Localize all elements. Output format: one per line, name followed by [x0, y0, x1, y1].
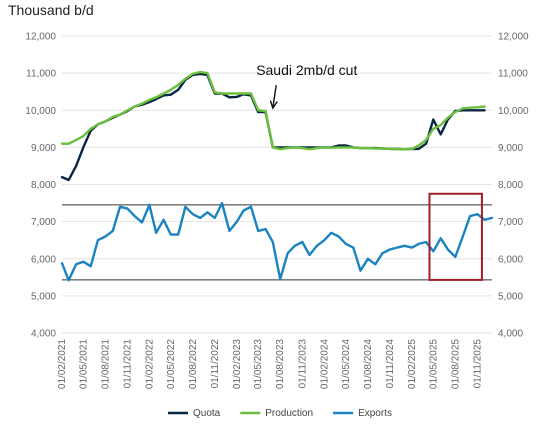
y-tick-label: 8,000 [31, 180, 56, 191]
y-tick-label: 7,000 [31, 217, 56, 228]
y-tick-label-right: 4,000 [498, 329, 523, 340]
y-tick-label-right: 8,000 [498, 180, 523, 191]
y-axis-unit-label: Thousand b/d [8, 2, 94, 18]
x-tick-label: 01/11/2025 [472, 339, 483, 389]
x-tick-label: 01/02/2023 [232, 339, 243, 389]
series-lines [60, 70, 494, 282]
annotation-arrowhead [269, 100, 278, 110]
y-tick-label-right: 10,000 [498, 106, 529, 117]
x-tick-label: 01/02/2025 [407, 339, 418, 389]
series-line-quota [60, 72, 486, 182]
y-tick-label: 9,000 [31, 143, 56, 154]
x-tick-label: 01/08/2023 [275, 339, 286, 389]
x-tick-label: 01/05/2022 [166, 339, 177, 389]
x-tick-label: 01/08/2024 [363, 339, 374, 389]
x-tick-label: 01/02/2024 [319, 339, 330, 389]
annotation-arrow-line [272, 85, 277, 109]
highlight-box [428, 192, 483, 281]
series-line-exports [60, 201, 494, 282]
x-tick-label: 01/11/2022 [210, 339, 221, 389]
legend-label-exports: Exports [358, 408, 392, 419]
x-tick-label: 01/05/2021 [78, 339, 89, 389]
y-tick-label: 5,000 [31, 291, 56, 302]
y-axis-right-ticks: 4,000 5,000 6,000 7,000 8,000 9,000 10,000 11,0… [498, 32, 529, 340]
y-tick-label: 12,000 [25, 32, 56, 43]
x-axis-ticks: 01/02/2021 01/05/2021 01/08/2021 01/11/2021… [57, 339, 483, 389]
y-tick-label-right: 12,000 [498, 32, 529, 43]
y-tick-label-right: 9,000 [498, 143, 523, 154]
x-tick-label: 01/05/2025 [428, 339, 439, 389]
y-tick-label: 4,000 [31, 329, 56, 340]
annotation-text: Saudi 2mb/d cut [256, 62, 357, 78]
x-tick-label: 01/05/2024 [341, 339, 352, 389]
x-tick-label: 01/11/2024 [385, 339, 396, 389]
y-axis-left-ticks: 4,000 5,000 6,000 7,000 8,000 9,000 10,000 11,0… [25, 32, 56, 340]
highlight-box-layer [428, 192, 483, 281]
reference-lines [62, 204, 492, 281]
legend-label-quota: Quota [193, 408, 221, 419]
y-tick-label-right: 7,000 [498, 217, 523, 228]
y-tick-label-right: 6,000 [498, 254, 523, 265]
x-tick-label: 01/02/2022 [144, 339, 155, 389]
y-tick-label: 11,000 [26, 69, 56, 80]
gridlines [62, 35, 492, 334]
series-line-production [60, 70, 486, 151]
y-tick-label: 6,000 [31, 254, 56, 265]
x-tick-label: 01/08/2022 [188, 339, 199, 389]
legend: Quota Production Exports [168, 408, 392, 419]
x-tick-label: 01/11/2023 [297, 339, 308, 389]
x-tick-label: 01/08/2021 [100, 339, 111, 389]
annotation-layer: Saudi 2mb/d cut [256, 62, 357, 110]
y-tick-label-right: 5,000 [498, 291, 523, 302]
x-tick-label: 01/08/2025 [450, 339, 461, 389]
legend-label-production: Production [265, 408, 313, 419]
y-tick-label: 10,000 [25, 106, 56, 117]
y-tick-label-right: 11,000 [498, 69, 528, 80]
x-tick-label: 01/11/2021 [122, 339, 133, 389]
x-tick-label: 01/05/2023 [253, 339, 264, 389]
x-tick-label: 01/02/2021 [57, 339, 68, 389]
